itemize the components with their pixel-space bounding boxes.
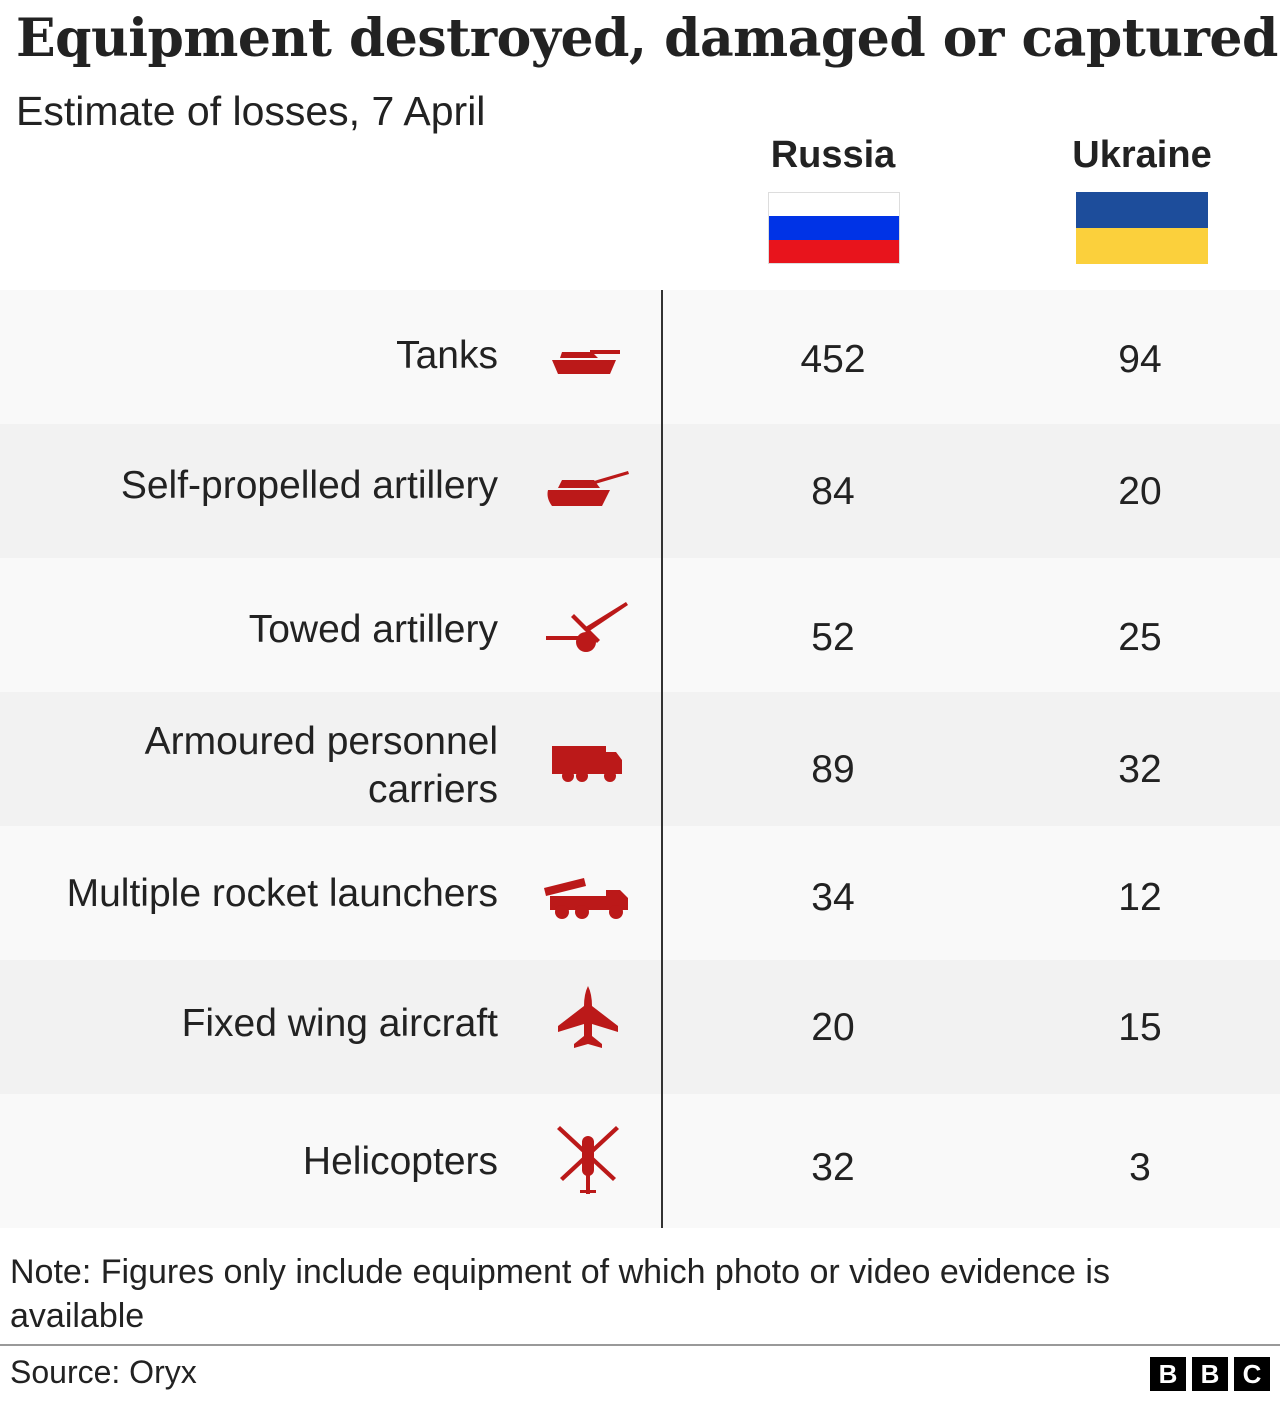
bbc-logo: B B C	[1150, 1357, 1270, 1391]
helicopter-icon	[540, 1118, 636, 1198]
ukraine-flag-icon	[1076, 192, 1208, 264]
russia-value: 52	[811, 616, 855, 659]
rocket-launcher-icon	[540, 856, 636, 936]
russia-flag-stripe-red	[769, 240, 899, 263]
chart-subtitle: Estimate of losses, 7 April	[16, 88, 486, 134]
column-header-ukraine: Ukraine	[1072, 134, 1212, 176]
self-propelled-artillery-icon	[540, 450, 636, 530]
row-label: Tanks	[396, 332, 498, 380]
russia-value: 84	[811, 470, 855, 513]
column-header-russia: Russia	[770, 134, 896, 176]
row-label-line: Self-propelled artillery	[120, 464, 498, 507]
russia-value: 32	[811, 1146, 855, 1189]
ukraine-flag-stripe-blue	[1076, 192, 1208, 228]
row-label-line: Towed artillery	[248, 608, 498, 651]
ukraine-value: 20	[1118, 470, 1162, 513]
russia-flag-stripe-blue	[769, 216, 899, 240]
row-label: Armoured personnel carriers	[145, 718, 498, 814]
row-label-line: Multiple rocket launchers	[66, 872, 498, 915]
chart-title: Equipment destroyed, damaged or captured	[16, 8, 1278, 69]
row-label-line: Tanks	[396, 334, 498, 377]
bbc-logo-letter: B	[1192, 1357, 1228, 1391]
bbc-logo-letter: B	[1150, 1357, 1186, 1391]
ukraine-value: 3	[1129, 1146, 1151, 1189]
table-row: Helicopters 32 3	[0, 1094, 1280, 1228]
footnote: Note: Figures only include equipment of …	[10, 1253, 1110, 1335]
towed-artillery-icon	[540, 590, 636, 670]
ukraine-value: 12	[1118, 876, 1162, 919]
russia-flag-icon	[768, 192, 900, 264]
table-row: Tanks 452 94	[0, 290, 1280, 424]
russia-value: 452	[800, 338, 866, 381]
source-label: Source: Oryx	[10, 1354, 197, 1390]
bbc-logo-letter: C	[1234, 1357, 1270, 1391]
row-label-line: Helicopters	[302, 1140, 498, 1183]
table-row: Fixed wing aircraft 20 15	[0, 960, 1280, 1094]
row-label: Towed artillery	[249, 606, 498, 654]
row-label: Fixed wing aircraft	[182, 1000, 498, 1048]
row-label-line: Fixed wing aircraft	[181, 1002, 498, 1045]
russia-value: 20	[811, 1006, 855, 1049]
ukraine-value: 94	[1118, 338, 1162, 381]
column-divider	[661, 290, 663, 1228]
table-row: Multiple rocket launchers 34 12	[0, 826, 1280, 960]
ukraine-value: 32	[1118, 748, 1162, 791]
row-label: Multiple rocket launchers	[67, 870, 498, 918]
ukraine-value: 15	[1118, 1006, 1162, 1049]
russia-value: 89	[811, 748, 855, 791]
armoured-carrier-icon	[540, 722, 636, 802]
fixed-wing-aircraft-icon	[540, 980, 636, 1060]
row-label: Self-propelled artillery	[121, 462, 498, 510]
row-label-line: carriers	[367, 768, 498, 811]
row-label-line: Armoured personnel	[144, 720, 498, 763]
table-row: Towed artillery 52 25	[0, 558, 1280, 692]
table-row: Self-propelled artillery 84 20	[0, 424, 1280, 558]
row-label: Helicopters	[303, 1138, 498, 1186]
footer-divider	[0, 1344, 1280, 1346]
russia-value: 34	[811, 876, 855, 919]
ukraine-value: 25	[1118, 616, 1162, 659]
russia-flag-stripe-white	[769, 193, 899, 216]
tank-icon	[540, 318, 636, 398]
table-row: Armoured personnel carriers 89 32	[0, 692, 1280, 826]
ukraine-flag-stripe-yellow	[1076, 228, 1208, 264]
